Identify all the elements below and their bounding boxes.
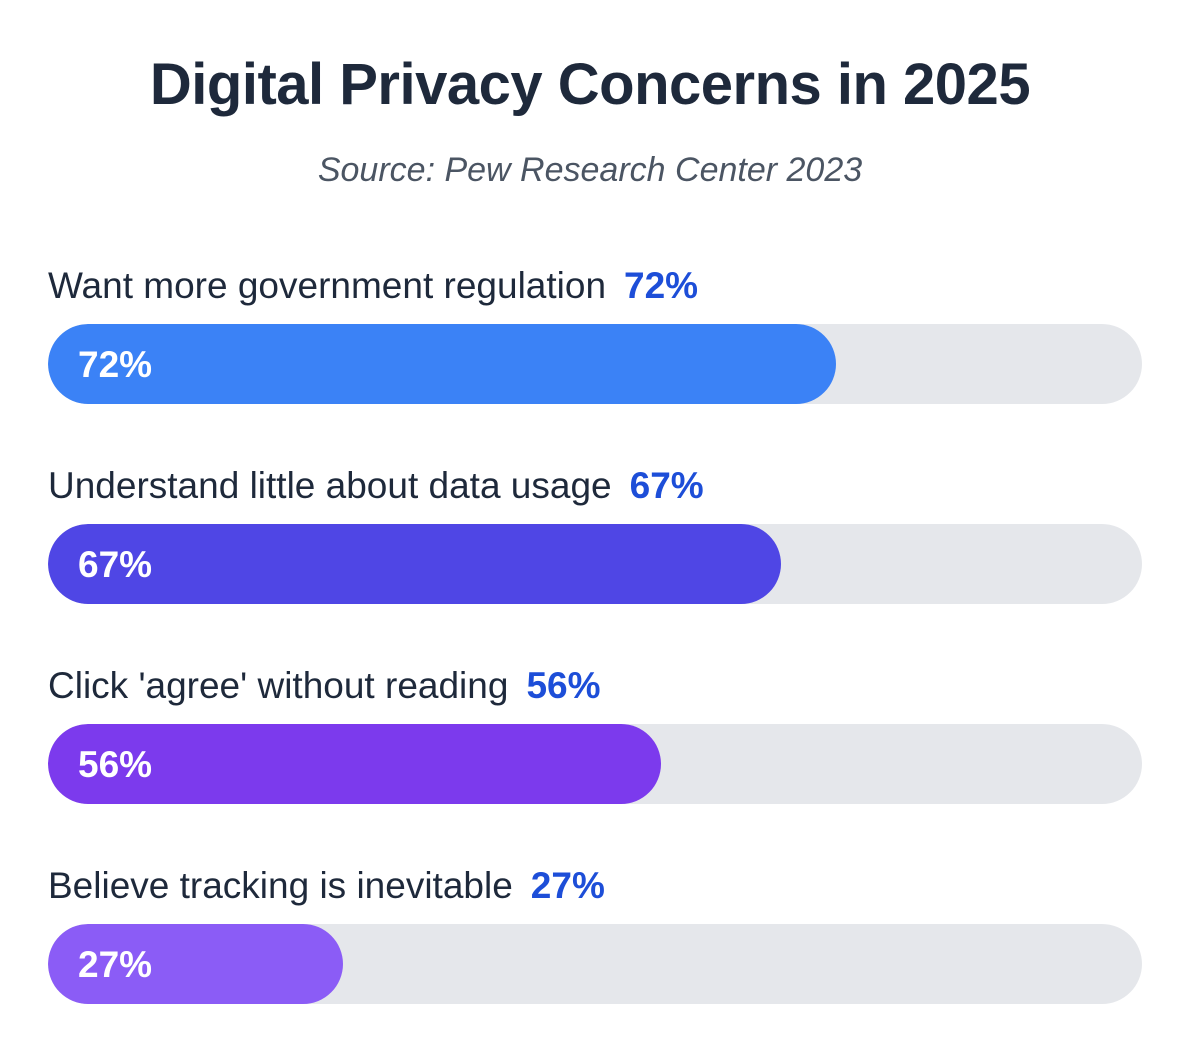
bar-row: Understand little about data usage 67% 67… xyxy=(48,462,1142,662)
bar-value-text: 67% xyxy=(78,544,153,585)
chart-subtitle: Source: Pew Research Center 2023 xyxy=(317,151,863,189)
bar-fill: 72% xyxy=(48,324,836,404)
bar-list: Want more government regulation 72% 72% U… xyxy=(48,262,1142,1062)
bar-row: Believe tracking is inevitable 27% 27% xyxy=(48,862,1142,1062)
value-label: 67% xyxy=(629,465,704,506)
bar-value-text: 56% xyxy=(78,744,153,785)
bar-label: Want more government regulation 72% xyxy=(48,262,698,310)
bar-fill: 56% xyxy=(48,724,661,804)
bar-label: Understand little about data usage 67% xyxy=(48,462,704,510)
category-label: Believe tracking is inevitable xyxy=(48,865,513,906)
bar-track: 56% xyxy=(48,724,1142,804)
bar-row: Click 'agree' without reading 56% 56% xyxy=(48,662,1142,862)
category-label: Understand little about data usage xyxy=(48,465,612,506)
value-label: 27% xyxy=(530,865,605,906)
bar-label: Believe tracking is inevitable 27% xyxy=(48,862,605,910)
bar-fill: 67% xyxy=(48,524,781,604)
bar-track: 67% xyxy=(48,524,1142,604)
value-label: 72% xyxy=(624,265,699,306)
chart-title: Digital Privacy Concerns in 2025 xyxy=(149,52,1031,117)
bar-track: 27% xyxy=(48,924,1142,1004)
bar-label: Click 'agree' without reading 56% xyxy=(48,662,601,710)
bar-track: 72% xyxy=(48,324,1142,404)
bar-value-text: 27% xyxy=(78,944,153,985)
category-label: Want more government regulation xyxy=(48,265,607,306)
bar-value-text: 72% xyxy=(78,344,153,385)
bar-row: Want more government regulation 72% 72% xyxy=(48,262,1142,462)
category-label: Click 'agree' without reading xyxy=(48,665,509,706)
bar-fill: 27% xyxy=(48,924,344,1004)
value-label: 56% xyxy=(526,665,601,706)
